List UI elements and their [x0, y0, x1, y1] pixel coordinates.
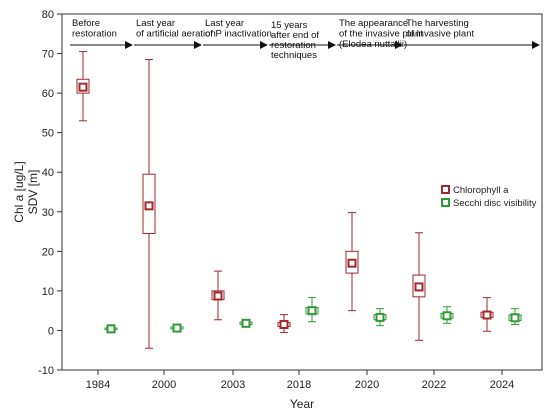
annotation-text: of artificial aeration — [136, 29, 216, 40]
chlorophyll-box-1984 — [76, 51, 90, 122]
legend-swatch — [441, 185, 450, 194]
secchi-box-2022 — [440, 306, 454, 324]
x-tick-label: 2024 — [490, 379, 514, 391]
legend-label: Secchi disc visibility — [453, 198, 537, 209]
y-tick-label: -10 — [38, 365, 54, 377]
annotation-text: of the invasive plant — [339, 29, 423, 40]
mean-marker — [172, 323, 182, 333]
secchi-box-2020 — [373, 308, 387, 327]
mean-marker — [144, 201, 154, 211]
y-axis: -10 0 10 20 30 40 50 60 70 80 — [38, 9, 62, 377]
legend-swatch — [441, 198, 450, 207]
plot-area — [61, 13, 543, 371]
annotation-text: of P inactivation — [205, 29, 272, 40]
box-plots — [76, 51, 522, 349]
x-tick-label: 2020 — [355, 379, 379, 391]
annotation-text: after end of — [271, 30, 319, 41]
mean-marker — [347, 258, 357, 268]
secchi-box-2000 — [170, 323, 184, 333]
mean-marker — [510, 313, 520, 323]
y-tick-label: 10 — [42, 286, 54, 298]
mean-marker — [307, 306, 317, 316]
chlorophyll-box-2024 — [480, 297, 494, 332]
secchi-box-2018 — [305, 297, 319, 323]
annotation-text: (Elodea nuttallii) — [339, 39, 407, 50]
y-axis-title-line-2: SDV [m] — [26, 170, 40, 215]
x-tick-label: 1984 — [86, 379, 110, 391]
annotation-text: Last year — [205, 18, 244, 29]
chlorophyll-box-2000 — [142, 58, 156, 349]
annotation-text: techniques — [271, 50, 317, 61]
chlorophyll-box-2003 — [211, 270, 225, 321]
secchi-box-2024 — [508, 308, 522, 326]
x-tick-label: 2022 — [422, 379, 446, 391]
secchi-box-2003 — [239, 318, 253, 328]
annotation-text: The harvesting — [406, 18, 469, 29]
mean-marker — [279, 320, 289, 330]
chlorophyll-box-2020 — [345, 212, 359, 312]
x-tick-label: 2003 — [221, 379, 245, 391]
annotation-text: restoration — [72, 29, 117, 40]
x-tick-label: 2000 — [152, 379, 176, 391]
annotation-text: The appearance — [339, 18, 408, 29]
legend-label: Chlorophyll a — [453, 185, 509, 196]
y-tick-label: 50 — [42, 128, 54, 140]
mean-marker — [442, 311, 452, 321]
annotation-text: of invasive plant — [406, 29, 474, 40]
mean-marker — [78, 82, 88, 92]
legend-item-secchi: Secchi disc visibility — [441, 198, 537, 209]
x-axis-title: Year — [290, 397, 314, 411]
mean-marker — [241, 318, 251, 328]
annotation-text: Before — [72, 18, 100, 29]
mean-marker — [375, 312, 385, 322]
mean-marker — [106, 324, 116, 334]
secchi-box-1984 — [104, 324, 118, 334]
annotation-text: 15 years — [271, 20, 308, 31]
mean-marker — [482, 310, 492, 320]
y-tick-label: 70 — [42, 49, 54, 61]
chlorophyll-box-2018 — [277, 314, 291, 333]
y-tick-label: 60 — [42, 88, 54, 100]
annotation-text: restoration — [271, 40, 316, 51]
legend-item-chlorophyll: Chlorophyll a — [441, 185, 509, 196]
chlorophyll-box-2022 — [412, 232, 426, 341]
y-tick-label: 20 — [42, 246, 54, 258]
annotation-text: Last year — [136, 18, 175, 29]
y-tick-label: 40 — [42, 167, 54, 179]
legend: Chlorophyll a Secchi disc visibility — [441, 185, 537, 209]
y-tick-label: 30 — [42, 207, 54, 219]
mean-marker — [213, 291, 223, 301]
mean-marker — [414, 282, 424, 292]
y-tick-label: 0 — [48, 325, 54, 337]
x-axis: 1984 2000 2003 2018 2020 2022 2024 — [86, 370, 514, 391]
y-tick-label: 80 — [42, 9, 54, 21]
y-axis-title-line-1: Chl a [ug/L] — [12, 161, 26, 222]
x-tick-label: 2018 — [287, 379, 311, 391]
